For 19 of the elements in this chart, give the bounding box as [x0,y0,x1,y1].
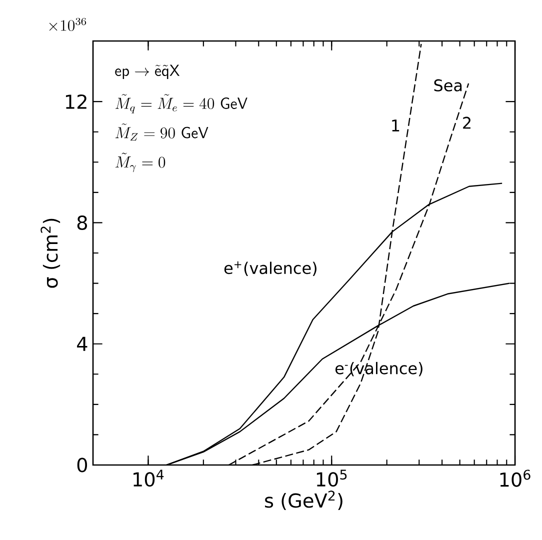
x-axis-title: s (GeV$^{2}$) [265,490,342,510]
annotation: $\tilde{M}_{q}=\tilde{M}_{e}=40\ \mathsf{GeV}$ [115,94,248,114]
text: $\times 10^{36}$ [49,18,86,32]
annotation: Sea [434,79,462,92]
x-tick-label: 10$^{6}$ [500,470,530,487]
annotation: $\tilde{M}_{\gamma}=0$ [115,152,166,172]
y-tick-label: 12 [66,94,86,109]
x-tick-label: 10$^{4}$ [134,470,164,487]
x-tick-label: 10$^{5}$ [316,470,347,487]
series-label: 1 [392,120,400,132]
series-label: e$^{+}$(valence) [224,261,316,276]
annotation: $\tilde{M}_{Z}=90\ \mathsf{GeV}$ [115,123,208,141]
series-label: e$^{-}$(valence) [335,362,422,376]
y-tick-label: 0 [77,458,88,472]
series-label: 2 [463,116,470,129]
y-axis-title: σ (cm$^{2}$) [40,218,60,288]
annotation: $\mathsf{ep}\rightarrow\tilde{\mathsf{e}}\tilde{\mathsf{q}}\mathsf{X}$ [115,64,180,79]
y-tick-label: 8 [77,215,87,230]
y-tick-label: 4 [77,336,88,351]
